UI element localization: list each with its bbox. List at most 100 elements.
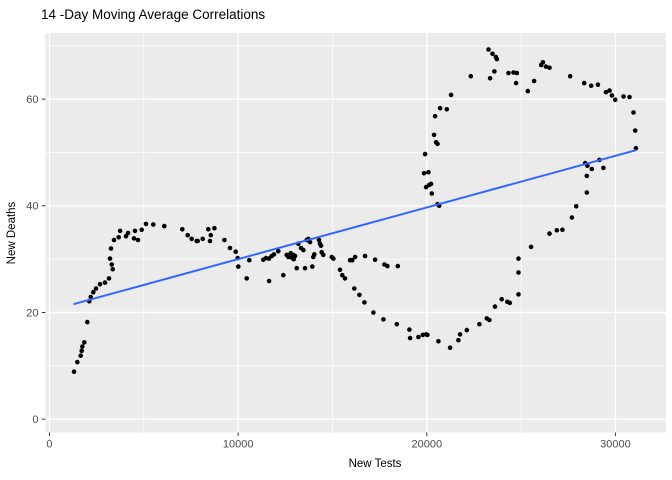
data-point <box>531 78 537 84</box>
data-point <box>436 339 441 344</box>
x-tick-label: 10000 <box>223 439 254 451</box>
data-point <box>595 82 601 87</box>
data-point <box>227 245 233 251</box>
data-point <box>212 225 217 231</box>
data-point <box>573 204 579 209</box>
data-point <box>352 254 358 260</box>
data-point <box>567 73 573 79</box>
data-point <box>569 215 575 220</box>
data-point <box>362 300 367 305</box>
data-point <box>80 344 85 349</box>
data-point <box>321 252 326 258</box>
data-point <box>340 272 345 278</box>
data-point <box>421 171 427 176</box>
data-point <box>357 292 362 298</box>
data-point <box>432 113 438 119</box>
data-point <box>425 332 430 338</box>
data-point <box>621 94 626 99</box>
data-point <box>71 369 77 375</box>
data-point <box>609 93 615 98</box>
data-point <box>106 276 112 281</box>
data-point <box>477 321 482 327</box>
data-point <box>185 232 190 238</box>
data-point <box>302 265 308 271</box>
data-point <box>632 128 638 133</box>
data-point <box>513 80 519 86</box>
data-point <box>560 227 565 233</box>
data-point <box>318 243 324 249</box>
data-point <box>547 65 552 70</box>
data-point <box>631 110 636 115</box>
data-point <box>507 300 513 306</box>
data-point <box>447 345 453 351</box>
data-point <box>189 236 194 242</box>
y-axis-title: New Deaths <box>6 201 18 265</box>
data-point <box>310 264 315 269</box>
y-tick-label: 40 <box>26 201 38 213</box>
data-point <box>589 166 595 172</box>
data-point <box>75 359 80 365</box>
chart-title: 14 -Day Moving Average Correlations <box>41 7 266 22</box>
data-point <box>494 56 500 62</box>
data-point <box>435 141 440 147</box>
data-point <box>431 132 437 138</box>
data-point <box>301 247 306 253</box>
data-point <box>506 70 511 76</box>
data-point <box>584 190 590 195</box>
data-point <box>307 239 313 245</box>
data-point <box>516 256 521 261</box>
data-point <box>195 238 200 244</box>
data-point <box>601 165 606 171</box>
data-point <box>91 289 96 295</box>
data-point <box>294 265 300 271</box>
plot-panel <box>45 33 666 433</box>
data-point <box>428 181 434 187</box>
data-point <box>276 248 281 254</box>
data-point <box>543 64 549 69</box>
trend-line <box>73 149 637 305</box>
data-point <box>492 69 497 74</box>
x-axis-title: New Tests <box>0 458 672 470</box>
y-tick-label: 0 <box>32 414 38 426</box>
data-point <box>281 272 286 278</box>
data-point <box>352 286 357 291</box>
data-point <box>492 304 498 309</box>
data-point <box>395 263 401 269</box>
data-point <box>316 237 322 243</box>
data-point <box>222 237 227 243</box>
data-point <box>312 252 317 257</box>
data-point <box>139 227 144 233</box>
data-point <box>151 222 156 227</box>
x-tick-label: 0 <box>46 439 52 451</box>
data-point <box>468 73 474 79</box>
data-point <box>394 321 400 327</box>
data-point <box>588 83 594 89</box>
data-point <box>131 236 137 241</box>
data-point <box>107 256 113 261</box>
data-point <box>490 51 495 57</box>
data-point <box>342 276 348 281</box>
x-tick-label: 30000 <box>600 439 631 451</box>
data-point <box>110 267 115 272</box>
data-point <box>93 286 99 291</box>
data-point <box>486 47 491 52</box>
data-point <box>207 238 213 244</box>
data-point <box>350 257 355 263</box>
data-point <box>331 256 336 261</box>
data-point <box>271 252 277 257</box>
data-point <box>516 270 521 275</box>
data-point <box>499 296 505 302</box>
data-point <box>362 253 368 259</box>
data-point <box>132 228 138 234</box>
data-point <box>233 249 238 254</box>
data-point <box>487 76 493 81</box>
data-point <box>180 227 185 232</box>
data-point <box>422 151 428 157</box>
data-point <box>111 237 117 243</box>
data-point <box>385 263 390 269</box>
data-point <box>247 257 252 263</box>
data-point <box>85 319 90 325</box>
data-point <box>371 310 376 315</box>
